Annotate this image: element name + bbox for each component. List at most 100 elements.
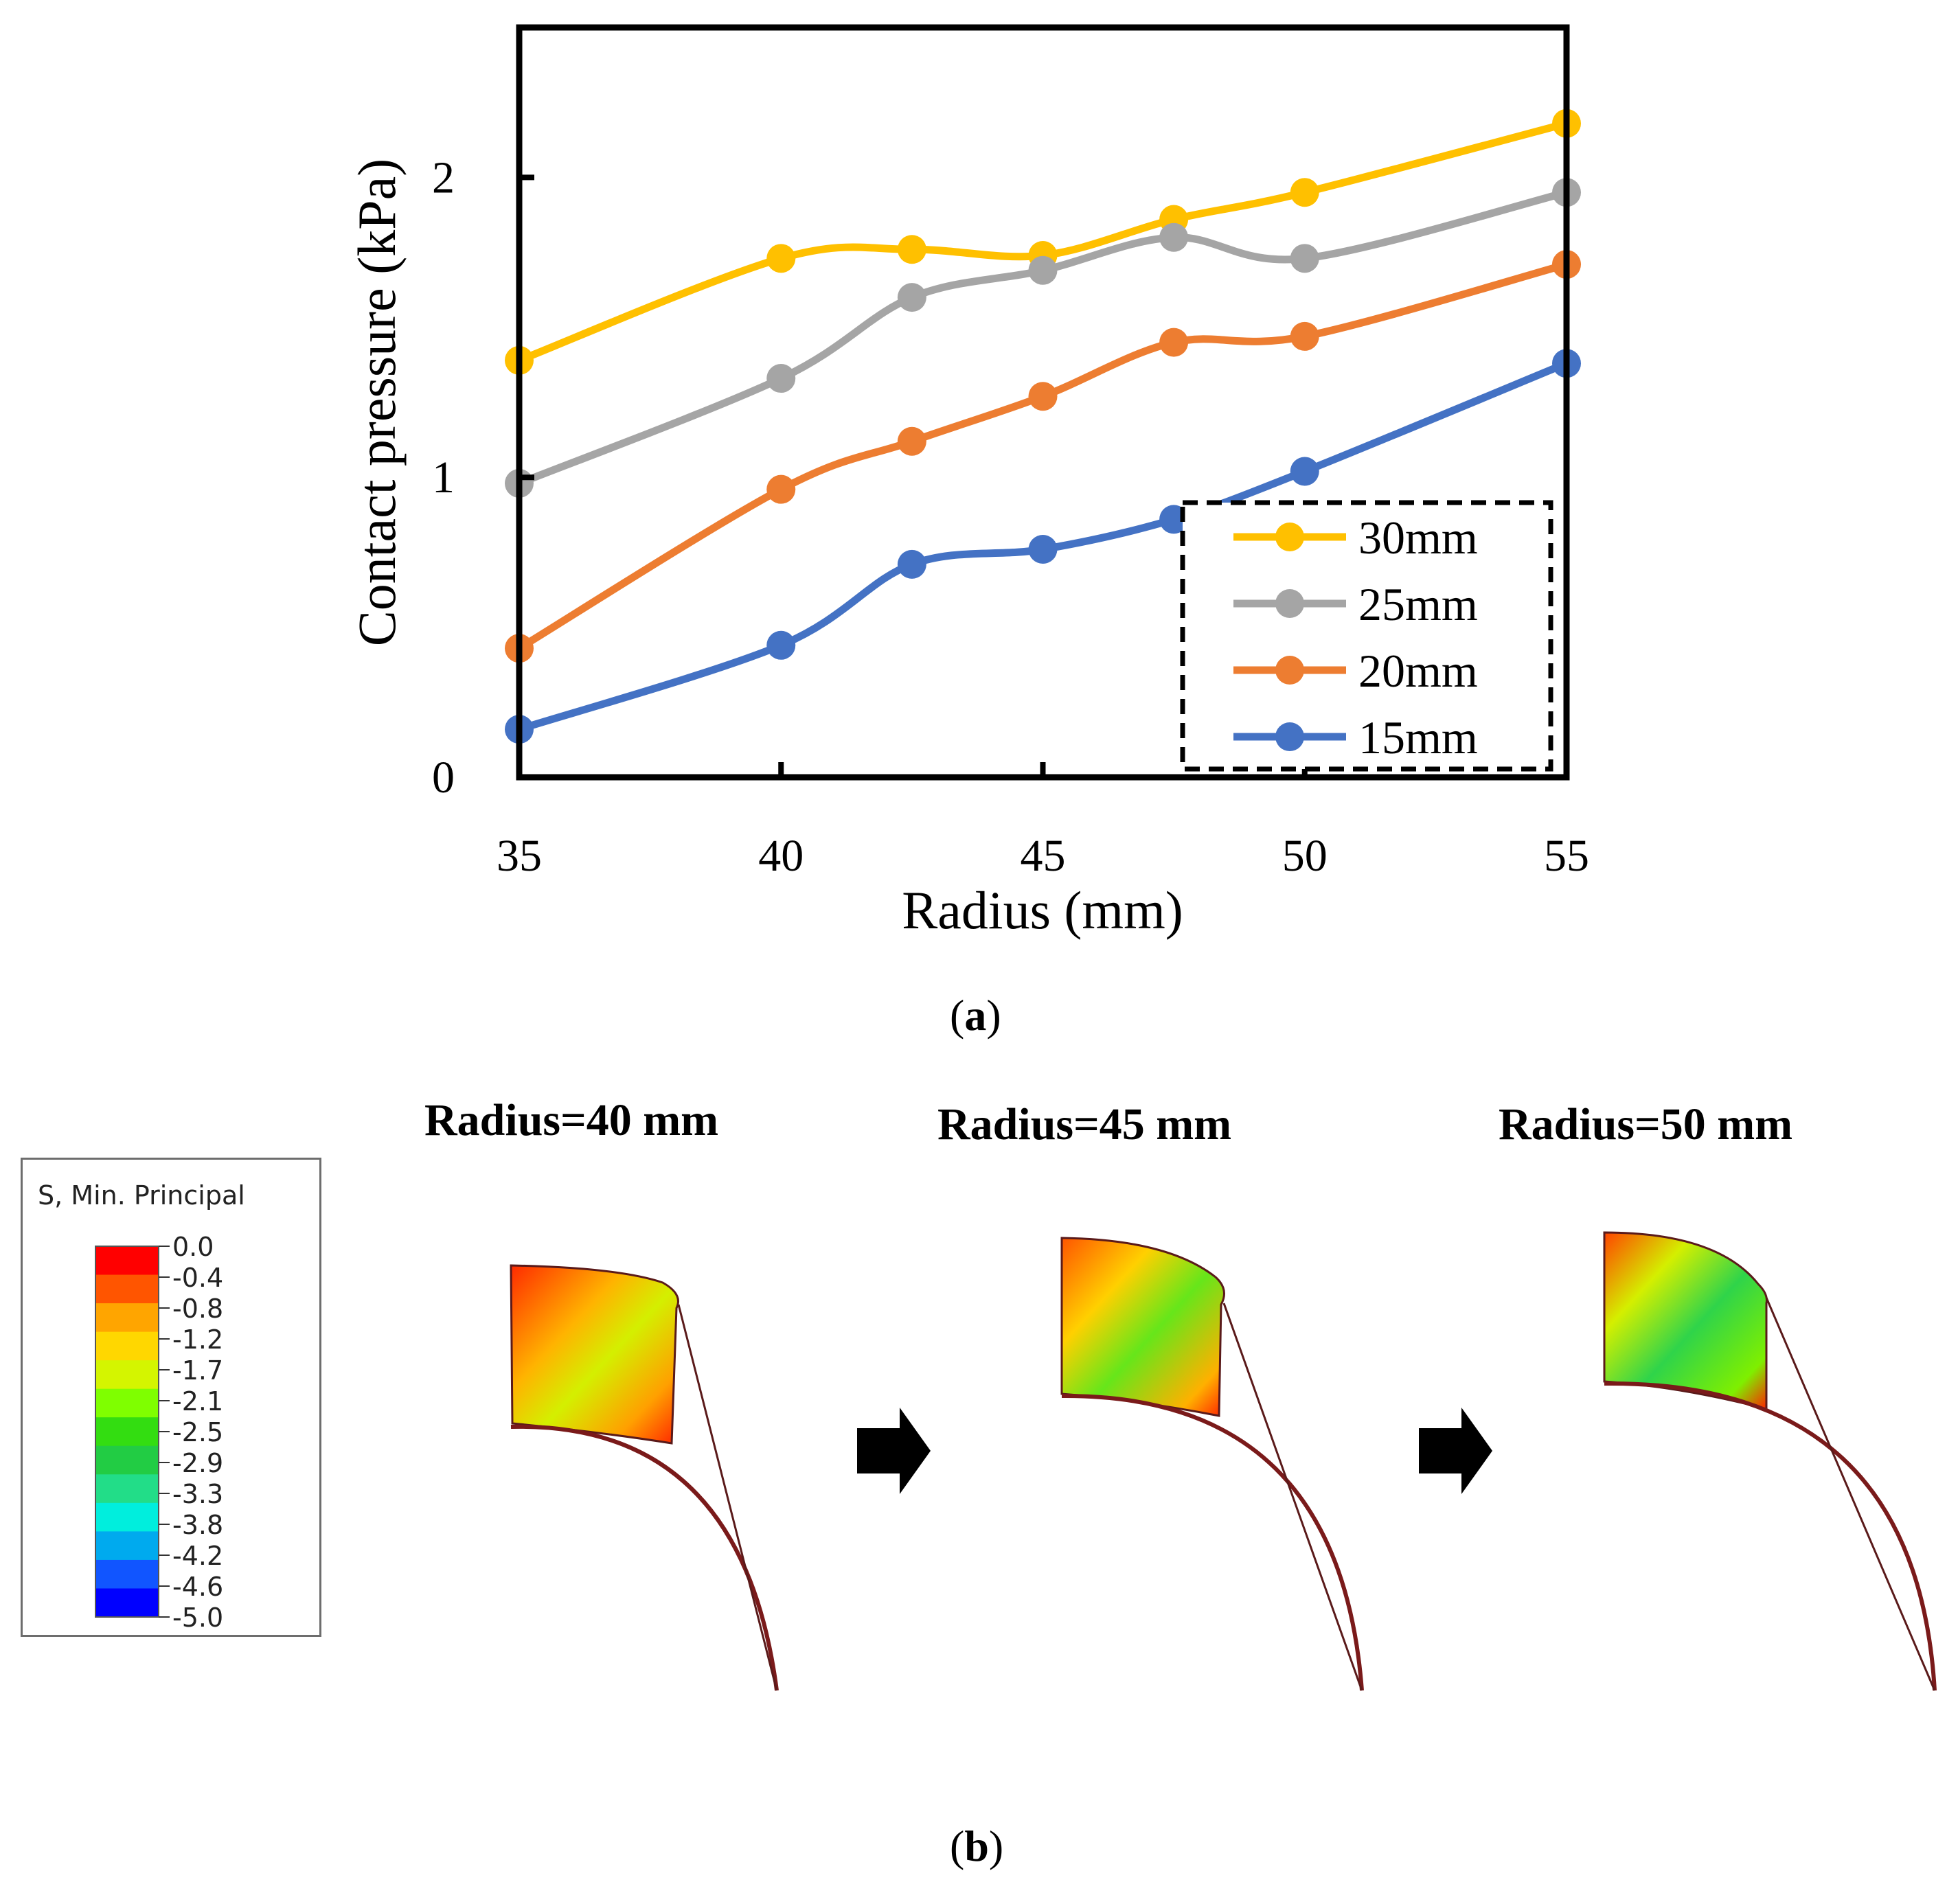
colorbar-tick-label: -0.4	[172, 1263, 223, 1293]
contact-arc-40	[510, 1424, 779, 1691]
panel-b-open: (	[950, 1822, 965, 1870]
legend-entry-25mm: 25mm	[1233, 578, 1478, 630]
colorbar-tick-label: -1.2	[172, 1324, 223, 1355]
x-tick-label: 45	[1021, 831, 1066, 881]
data-point-30mm-50	[1290, 178, 1319, 207]
colorbar-segment	[95, 1246, 159, 1276]
series-30mm	[505, 108, 1581, 375]
x-axis-label: Radius (mm)	[902, 880, 1183, 940]
series-line-25mm	[517, 188, 1568, 488]
panel-a-open: (	[950, 991, 965, 1040]
contact-arc-50	[1604, 1381, 1937, 1691]
colorbar-segment	[95, 1388, 159, 1418]
legend: 30mm 25mm 20mm 15mm	[1180, 500, 1553, 772]
colorbar-tick-label: -3.8	[172, 1510, 223, 1540]
legend-entry-15mm: 15mm	[1233, 711, 1478, 764]
colorbar-segment	[95, 1502, 159, 1532]
fem-snapshots	[510, 1231, 1937, 1691]
colorbar-segment	[95, 1445, 159, 1475]
y-tick-label: 1	[432, 452, 455, 503]
panel-label-b: (b)	[950, 1821, 1003, 1872]
colorbar-segment	[95, 1531, 159, 1561]
legend-swatch-marker	[1275, 656, 1304, 685]
fem-title-45: Radius=45 mm	[937, 1099, 1232, 1149]
legend-entry-20mm: 20mm	[1233, 645, 1478, 697]
stress-colorbar-legend: S, Min. Principal 0.0 -0.4 -0.8 -1.2 -1.7 -2.…	[21, 1158, 321, 1637]
data-point-20mm-50	[1290, 321, 1319, 351]
fem-title-50: Radius=50 mm	[1499, 1099, 1793, 1149]
colorbar-tick-label: -1.7	[172, 1355, 223, 1386]
colorbar-scale: 0.0-0.4-0.8-1.2-1.7-2.1-2.5-2.9-3.3-3.8-…	[95, 1232, 223, 1633]
colorbar-segment	[95, 1331, 159, 1361]
data-point-25mm-40	[766, 364, 796, 393]
data-point-20mm-42.5	[897, 426, 926, 456]
colorbar-segment	[95, 1303, 159, 1333]
panel-b-letter: b	[964, 1822, 989, 1870]
data-point-30mm-42.5	[897, 235, 926, 264]
x-tick-label: 35	[497, 831, 542, 881]
fem-snapshot-50	[1603, 1231, 1937, 1691]
data-point-15mm-45	[1028, 535, 1058, 564]
x-tick-label: 50	[1282, 831, 1328, 881]
legend-box	[1180, 500, 1553, 772]
contact-pressure-chart: 35 40 45 50 55 0 1 2 30mm 25mm 20mm 15mm Contact p…	[347, 24, 1589, 940]
colorbar-tick-label: -4.6	[172, 1572, 223, 1602]
colorbar-tick-label: 0.0	[172, 1232, 214, 1262]
legend-label: 25mm	[1358, 578, 1478, 630]
data-point-25mm-45	[1028, 255, 1058, 285]
tangent-line-45	[1222, 1303, 1363, 1691]
legend-label: 30mm	[1358, 512, 1478, 564]
colorbar-segment	[95, 1417, 159, 1447]
colorbar-segment	[95, 1474, 159, 1504]
colorbar-tick-label: -2.5	[172, 1417, 223, 1447]
colorbar-tick-label: -2.1	[172, 1386, 223, 1416]
data-point-20mm-45	[1028, 382, 1058, 411]
data-point-15mm-42.5	[897, 549, 926, 579]
y-tick-label: 0	[432, 753, 455, 803]
y-axis-label: Contact pressure (kPa)	[347, 159, 407, 646]
series-25mm	[505, 178, 1581, 498]
fem-snapshot-40	[510, 1264, 779, 1691]
colorbar-tick-label: -2.9	[172, 1448, 223, 1478]
contact-arc-45	[1061, 1393, 1364, 1691]
legend-swatch-marker	[1275, 589, 1304, 618]
legend-swatch-marker	[1275, 523, 1304, 551]
ticks-layer: 35 40 45 50 55 0 1 2	[432, 152, 1589, 881]
panel-a-letter: a	[964, 991, 987, 1040]
data-point-25mm-42.5	[897, 283, 926, 312]
fem-title-40: Radius=40 mm	[424, 1095, 719, 1145]
colorbar-segment	[95, 1274, 159, 1304]
data-point-25mm-47.5	[1159, 222, 1189, 252]
x-tick-label: 40	[758, 831, 804, 881]
panel-a-close: )	[986, 991, 1001, 1040]
data-point-30mm-40	[766, 244, 796, 273]
data-point-20mm-40	[766, 474, 796, 504]
colorbar-segment	[95, 1559, 159, 1589]
fem-snapshot-45	[1060, 1237, 1364, 1691]
x-tick-label: 55	[1544, 831, 1589, 881]
data-point-15mm-50	[1290, 457, 1319, 486]
legend-entry-30mm: 30mm	[1233, 512, 1478, 564]
colorbar-tick-label: -3.3	[172, 1479, 223, 1509]
deformed-part-45	[1060, 1237, 1225, 1417]
series-15mm	[505, 349, 1581, 744]
legend-label: 15mm	[1358, 711, 1478, 764]
tangent-line-50	[1765, 1297, 1936, 1691]
data-point-25mm-50	[1290, 244, 1319, 273]
y-tick-label: 2	[432, 152, 455, 203]
legend-swatch-marker	[1275, 722, 1304, 751]
colorbar-tick-label: -0.8	[172, 1294, 223, 1324]
deformed-part-40	[510, 1264, 679, 1445]
data-point-20mm-47.5	[1159, 328, 1189, 357]
data-point-15mm-40	[766, 630, 796, 660]
colorbar-tick-label: -4.2	[172, 1541, 223, 1571]
panel-label-a: (a)	[950, 990, 1001, 1041]
arrow-right-icon	[857, 1408, 931, 1494]
colorbar-segment	[95, 1588, 159, 1618]
colorbar-tick-label: -5.0	[172, 1603, 223, 1633]
panel-b-close: )	[988, 1822, 1004, 1870]
tangent-line-40	[677, 1304, 778, 1691]
colorbar-title: S, Min. Principal	[38, 1180, 245, 1211]
legend-label: 20mm	[1358, 645, 1478, 697]
arrow-right-icon	[1419, 1408, 1492, 1494]
